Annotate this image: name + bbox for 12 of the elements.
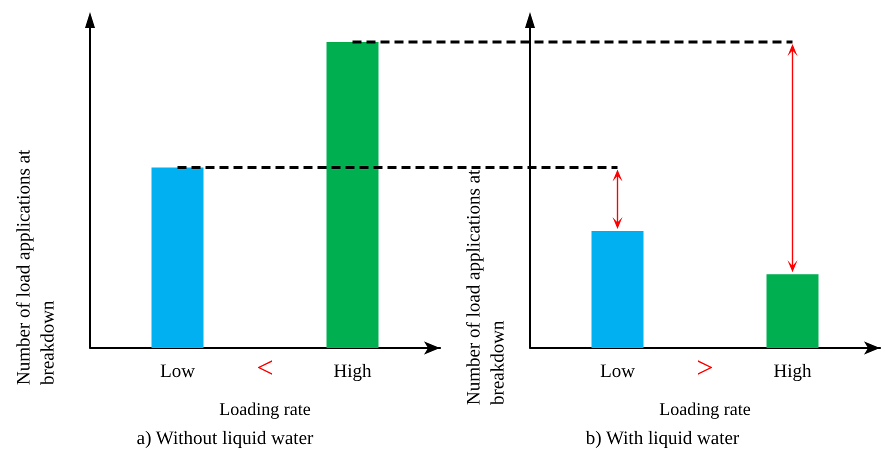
x-tick-label: High [334,361,372,382]
text: a) Without liquid water [136,428,314,449]
x-tick-label: High [774,361,812,382]
y-axis-title: Number of load applications at breakdown [14,144,58,385]
x-axis-title: Loading rate [659,399,751,419]
text: b) With liquid water [586,428,740,449]
text: > [696,352,714,384]
x-axis-title: Loading rate [219,399,311,419]
y-axis-title: Number of load applications at breakdown [464,164,508,405]
text: < [256,352,274,384]
x-tick-label: Low [600,361,636,382]
x-tick-label: Low [160,361,196,382]
